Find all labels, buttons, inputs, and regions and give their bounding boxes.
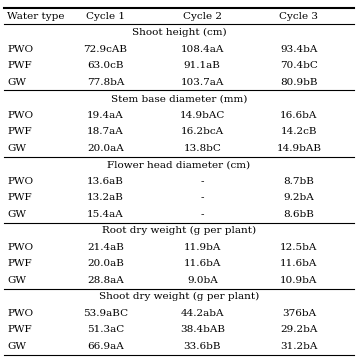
Text: 10.9bA: 10.9bA [280,276,318,285]
Text: 38.4bAB: 38.4bAB [180,325,225,335]
Text: Flower head diameter (cm): Flower head diameter (cm) [107,160,251,169]
Text: PWO: PWO [7,309,33,318]
Text: GW: GW [7,78,26,87]
Text: PWO: PWO [7,177,33,186]
Text: 16.2bcA: 16.2bcA [181,127,224,136]
Text: 15.4aA: 15.4aA [87,210,124,219]
Text: 53.9aBC: 53.9aBC [83,309,128,318]
Text: 28.8aA: 28.8aA [87,276,124,285]
Text: GW: GW [7,144,26,153]
Text: Shoot dry weight (g per plant): Shoot dry weight (g per plant) [99,292,259,302]
Text: Water type: Water type [7,11,65,21]
Text: 12.5bA: 12.5bA [280,243,318,252]
Text: 108.4aA: 108.4aA [180,45,224,54]
Text: 18.7aA: 18.7aA [87,127,124,136]
Text: 80.9bB: 80.9bB [280,78,318,87]
Text: 91.1aB: 91.1aB [184,61,221,70]
Text: 9.0bA: 9.0bA [187,276,218,285]
Text: 13.8bC: 13.8bC [183,144,221,153]
Text: 8.7bB: 8.7bB [284,177,314,186]
Text: Shoot height (cm): Shoot height (cm) [132,28,226,37]
Text: Cycle 1: Cycle 1 [86,11,125,21]
Text: 11.6bA: 11.6bA [280,259,318,269]
Text: -: - [200,193,204,202]
Text: 33.6bB: 33.6bB [184,342,221,351]
Text: -: - [200,177,204,186]
Text: 14.2cB: 14.2cB [281,127,317,136]
Text: 77.8bA: 77.8bA [87,78,124,87]
Text: 11.6bA: 11.6bA [184,259,221,269]
Text: Stem base diameter (mm): Stem base diameter (mm) [111,94,247,103]
Text: PWF: PWF [7,193,32,202]
Text: 31.2bA: 31.2bA [280,342,318,351]
Text: 20.0aB: 20.0aB [87,259,124,269]
Text: 70.4bC: 70.4bC [280,61,318,70]
Text: GW: GW [7,210,26,219]
Text: 44.2abA: 44.2abA [180,309,224,318]
Text: 376bA: 376bA [282,309,316,318]
Text: 21.4aB: 21.4aB [87,243,124,252]
Text: GW: GW [7,342,26,351]
Text: PWF: PWF [7,127,32,136]
Text: PWO: PWO [7,243,33,252]
Text: -: - [200,210,204,219]
Text: Cycle 2: Cycle 2 [183,11,222,21]
Text: PWF: PWF [7,61,32,70]
Text: 72.9cAB: 72.9cAB [84,45,127,54]
Text: Root dry weight (g per plant): Root dry weight (g per plant) [102,226,256,236]
Text: 16.6bA: 16.6bA [280,111,318,120]
Text: 11.9bA: 11.9bA [184,243,221,252]
Text: 14.9bAC: 14.9bAC [180,111,225,120]
Text: PWF: PWF [7,325,32,335]
Text: PWF: PWF [7,259,32,269]
Text: GW: GW [7,276,26,285]
Text: 13.2aB: 13.2aB [87,193,124,202]
Text: PWO: PWO [7,111,33,120]
Text: 20.0aA: 20.0aA [87,144,124,153]
Text: 19.4aA: 19.4aA [87,111,124,120]
Text: Cycle 3: Cycle 3 [280,11,318,21]
Text: 103.7aA: 103.7aA [180,78,224,87]
Text: 13.6aB: 13.6aB [87,177,124,186]
Text: 29.2bA: 29.2bA [280,325,318,335]
Text: 63.0cB: 63.0cB [87,61,124,70]
Text: 14.9bAB: 14.9bAB [276,144,321,153]
Text: 9.2bA: 9.2bA [284,193,314,202]
Text: 66.9aA: 66.9aA [87,342,124,351]
Text: 51.3aC: 51.3aC [87,325,124,335]
Text: 93.4bA: 93.4bA [280,45,318,54]
Text: PWO: PWO [7,45,33,54]
Text: 8.6bB: 8.6bB [284,210,314,219]
